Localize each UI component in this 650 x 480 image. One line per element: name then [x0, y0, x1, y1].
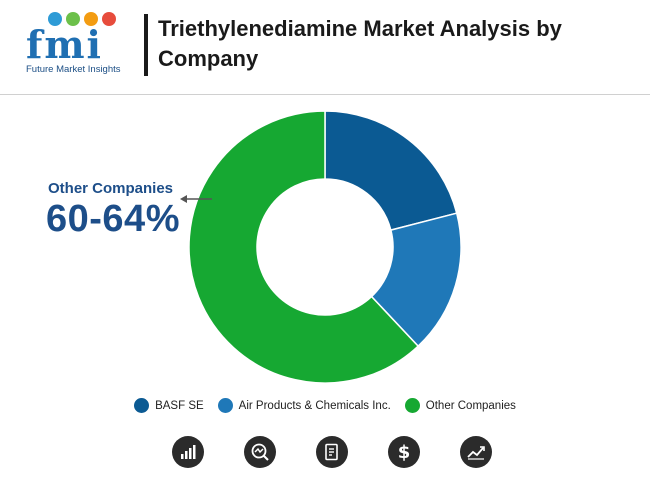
- callout-value: 60-64%: [46, 198, 180, 240]
- page-title: Triethylenediamine Market Analysis by Co…: [158, 16, 562, 71]
- brand-name: Future Market Insights: [26, 64, 121, 75]
- svg-text:$: $: [398, 442, 411, 462]
- logo-mark: fmi: [26, 22, 103, 67]
- fmi-logo[interactable]: fmi Future Market Insights: [26, 12, 134, 78]
- logo-dot-2: [66, 12, 80, 26]
- logo-dot-1: [48, 12, 62, 26]
- legend-swatch: [217, 398, 233, 413]
- footer-icon-row: $: [172, 436, 492, 468]
- header-divider: [0, 94, 650, 95]
- legend-label: Air Products & Chemicals Inc.: [238, 399, 391, 412]
- donut-slice-other-companies[interactable]: [188, 110, 420, 384]
- header: fmi Future Market Insights Triethylenedi…: [0, 0, 650, 96]
- legend-swatch: [404, 398, 420, 413]
- logo-dot-3: [84, 12, 98, 26]
- callout-label: Other Companies: [48, 180, 174, 197]
- legend-swatch: [134, 398, 150, 413]
- legend-item-other[interactable]: Other Companies: [404, 398, 516, 413]
- legend-item-air-products[interactable]: Air Products & Chemicals Inc.: [217, 398, 391, 413]
- bar-chart-icon[interactable]: [172, 436, 204, 468]
- dollar-icon[interactable]: $: [388, 436, 420, 468]
- legend-label: BASF SE: [155, 399, 204, 412]
- logo-dots: [48, 12, 116, 26]
- chart-legend: BASF SE Air Products & Chemicals Inc. Ot…: [0, 398, 650, 413]
- logo-dot-4: [102, 12, 116, 26]
- legend-item-basf[interactable]: BASF SE: [134, 398, 204, 413]
- trend-line-icon[interactable]: [460, 436, 492, 468]
- callout-arrow: [180, 195, 212, 203]
- donut-slice-basf-se[interactable]: [324, 110, 458, 232]
- magnify-chart-icon[interactable]: [244, 436, 276, 468]
- title-accent-bar: [144, 14, 148, 76]
- chart-slices: [188, 110, 462, 384]
- legend-label: Other Companies: [425, 399, 516, 412]
- document-icon[interactable]: [316, 436, 348, 468]
